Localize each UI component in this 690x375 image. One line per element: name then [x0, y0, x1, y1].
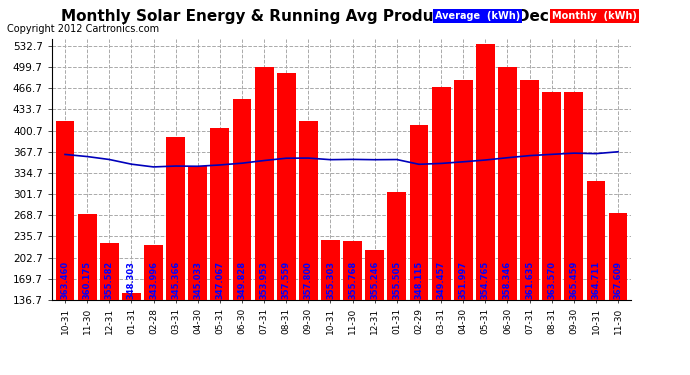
Bar: [410, 124, 428, 375]
Text: 363.570: 363.570: [547, 261, 556, 299]
Bar: [365, 250, 384, 375]
Text: Monthly  (kWh): Monthly (kWh): [552, 11, 637, 21]
Text: 348.303: 348.303: [127, 261, 136, 299]
Text: 361.635: 361.635: [525, 261, 534, 299]
Text: Copyright 2012 Cartronics.com: Copyright 2012 Cartronics.com: [7, 24, 159, 34]
Bar: [432, 87, 451, 375]
Bar: [188, 166, 207, 375]
Text: 357.559: 357.559: [282, 261, 290, 299]
Text: 357.800: 357.800: [304, 261, 313, 299]
Bar: [299, 122, 318, 375]
Text: 355.303: 355.303: [326, 261, 335, 299]
Bar: [564, 93, 583, 375]
Bar: [144, 245, 163, 375]
Bar: [498, 67, 517, 375]
Text: Average  (kWh): Average (kWh): [435, 11, 520, 21]
Bar: [609, 213, 627, 375]
Bar: [520, 80, 539, 375]
Bar: [476, 44, 495, 375]
Bar: [321, 240, 340, 375]
Text: 367.609: 367.609: [613, 261, 622, 299]
Text: 365.459: 365.459: [569, 261, 578, 299]
Text: 355.505: 355.505: [393, 261, 402, 299]
Text: 355.768: 355.768: [348, 261, 357, 299]
Bar: [388, 192, 406, 375]
Bar: [166, 137, 185, 375]
Bar: [78, 214, 97, 375]
Bar: [122, 292, 141, 375]
Text: 347.067: 347.067: [215, 261, 224, 299]
Text: 353.953: 353.953: [259, 261, 268, 299]
Bar: [542, 93, 561, 375]
Text: 343.996: 343.996: [149, 261, 158, 299]
Text: 351.997: 351.997: [459, 261, 468, 299]
Bar: [454, 80, 473, 375]
Bar: [277, 73, 295, 375]
Text: Monthly Solar Energy & Running Avg Production Tue Dec 11 07:15: Monthly Solar Energy & Running Avg Produ…: [61, 9, 629, 24]
Bar: [233, 99, 251, 375]
Text: 345.033: 345.033: [193, 261, 202, 299]
Text: 348.115: 348.115: [415, 261, 424, 299]
Text: 358.346: 358.346: [503, 261, 512, 299]
Text: 349.828: 349.828: [237, 261, 246, 299]
Bar: [586, 181, 605, 375]
Text: 355.246: 355.246: [371, 261, 380, 299]
Bar: [210, 128, 229, 375]
Bar: [56, 122, 75, 375]
Bar: [343, 242, 362, 375]
Text: 355.582: 355.582: [105, 261, 114, 299]
Text: 360.175: 360.175: [83, 261, 92, 299]
Bar: [255, 67, 273, 375]
Bar: [100, 243, 119, 375]
Text: 345.366: 345.366: [171, 261, 180, 299]
Text: 354.765: 354.765: [481, 261, 490, 299]
Text: 364.711: 364.711: [591, 261, 600, 299]
Text: 349.457: 349.457: [437, 261, 446, 299]
Text: 363.460: 363.460: [61, 261, 70, 299]
